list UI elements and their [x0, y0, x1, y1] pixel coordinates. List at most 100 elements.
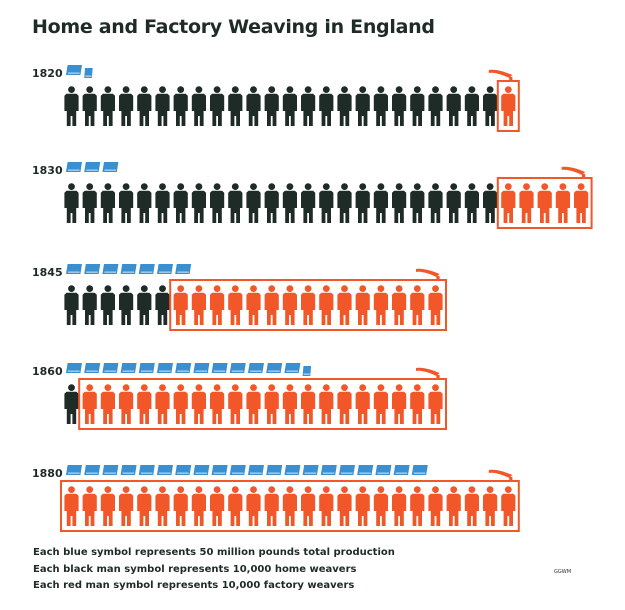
home-weaver-symbol [246, 183, 261, 223]
home-weaver-symbol [373, 183, 388, 223]
home-weaver-symbol [64, 285, 79, 325]
home-weaver-symbol [410, 183, 425, 223]
factory-weaver-symbol [210, 285, 225, 325]
factory-weaver-symbol [246, 285, 261, 325]
factory-weaver-symbol [228, 285, 243, 325]
chart-title: Home and Factory Weaving in England [32, 16, 435, 38]
home-weaver-symbol [210, 86, 225, 126]
production-half-symbol [84, 68, 93, 78]
isotype-credit-logo: GGWM [554, 569, 572, 575]
production-symbol [266, 465, 283, 475]
production-symbol [248, 363, 264, 373]
factory-weaver-symbol [210, 486, 225, 526]
factory-weaver-symbol [319, 486, 334, 526]
production-symbol [120, 363, 137, 373]
home-weaver-symbol [392, 183, 407, 223]
factory-weaver-symbol [373, 384, 388, 424]
factory-weaver-symbol [355, 285, 370, 325]
home-weaver-symbol [64, 183, 79, 223]
home-weaver-symbol [173, 86, 188, 126]
home-weaver-symbol [410, 86, 425, 126]
factory-weaver-symbol [373, 285, 388, 325]
factory-chimney [561, 166, 586, 178]
factory-weaver-symbol [501, 183, 516, 223]
factory-weaver-symbol [537, 183, 552, 223]
factory-weaver-symbol [100, 384, 115, 424]
production-symbol [357, 465, 374, 475]
production-symbol [175, 465, 192, 475]
year-label: 1845 [32, 266, 63, 279]
factory-chimney [488, 69, 513, 81]
home-weaver-symbol [100, 285, 115, 325]
production-symbol [138, 264, 155, 274]
production-symbol [175, 264, 192, 274]
factory-weaver-symbol [173, 384, 188, 424]
factory-weaver-symbol [246, 384, 261, 424]
home-weaver-symbol [119, 183, 134, 223]
legend-red-symbol: Each red man symbol represents 10,000 fa… [33, 580, 355, 591]
production-symbol [393, 465, 410, 475]
production-symbol [66, 363, 82, 373]
home-weaver-symbol [355, 183, 370, 223]
production-symbol [175, 363, 192, 373]
pictogram-chart: 1820 1830 1845 1860 1880 [32, 65, 593, 532]
factory-frame [60, 480, 520, 532]
factory-weaver-symbol [191, 384, 206, 424]
factory-weaver-symbol [574, 183, 589, 223]
factory-weaver-symbol [155, 486, 170, 526]
production-half-symbol [302, 366, 312, 376]
factory-weaver-symbol [137, 486, 152, 526]
home-weaver-symbol [155, 285, 170, 325]
factory-chimney [488, 469, 513, 481]
production-symbol [66, 264, 82, 274]
home-weaver-symbol [246, 86, 261, 126]
home-weaver-symbol [282, 183, 297, 223]
factory-frame [78, 378, 447, 430]
production-symbol [66, 162, 82, 172]
production-symbol [211, 465, 228, 475]
factory-weaver-symbol [228, 384, 243, 424]
home-weaver-symbol [82, 285, 97, 325]
home-weaver-symbol [355, 86, 370, 126]
factory-weaver-symbol [119, 486, 134, 526]
home-weaver-symbol [428, 183, 443, 223]
factory-weaver-symbol [319, 285, 334, 325]
home-weaver-symbol [319, 86, 334, 126]
factory-weaver-symbol [464, 486, 479, 526]
production-symbol [66, 65, 82, 75]
production-symbol [66, 465, 82, 475]
production-symbol [248, 465, 264, 475]
factory-weaver-symbol [337, 384, 352, 424]
production-symbol [320, 465, 337, 475]
production-symbol [84, 264, 101, 274]
factory-weaver-symbol [173, 285, 188, 325]
factory-weaver-symbol [100, 486, 115, 526]
factory-weaver-symbol [155, 384, 170, 424]
year-label: 1880 [32, 467, 63, 480]
production-symbol [138, 465, 155, 475]
factory-weaver-symbol [246, 486, 261, 526]
factory-weaver-symbol [173, 486, 188, 526]
home-weaver-symbol [373, 86, 388, 126]
production-symbol [375, 465, 392, 475]
factory-weaver-symbol [282, 285, 297, 325]
factory-weaver-symbol [228, 486, 243, 526]
factory-weaver-symbol [446, 486, 461, 526]
production-symbol [157, 465, 173, 475]
home-weaver-symbol [428, 86, 443, 126]
factory-weaver-symbol [282, 384, 297, 424]
home-weaver-symbol [100, 86, 115, 126]
home-weaver-symbol [464, 183, 479, 223]
home-weaver-symbol [282, 86, 297, 126]
home-weaver-symbol [483, 86, 498, 126]
home-weaver-symbol [301, 86, 316, 126]
production-symbol [102, 465, 119, 475]
factory-weaver-symbol [337, 486, 352, 526]
home-weaver-symbol [446, 183, 461, 223]
factory-weaver-symbol [82, 384, 97, 424]
home-weaver-symbol [119, 285, 134, 325]
factory-weaver-symbol [355, 384, 370, 424]
home-weaver-symbol [301, 183, 316, 223]
production-symbol [138, 363, 155, 373]
factory-weaver-symbol [428, 486, 443, 526]
